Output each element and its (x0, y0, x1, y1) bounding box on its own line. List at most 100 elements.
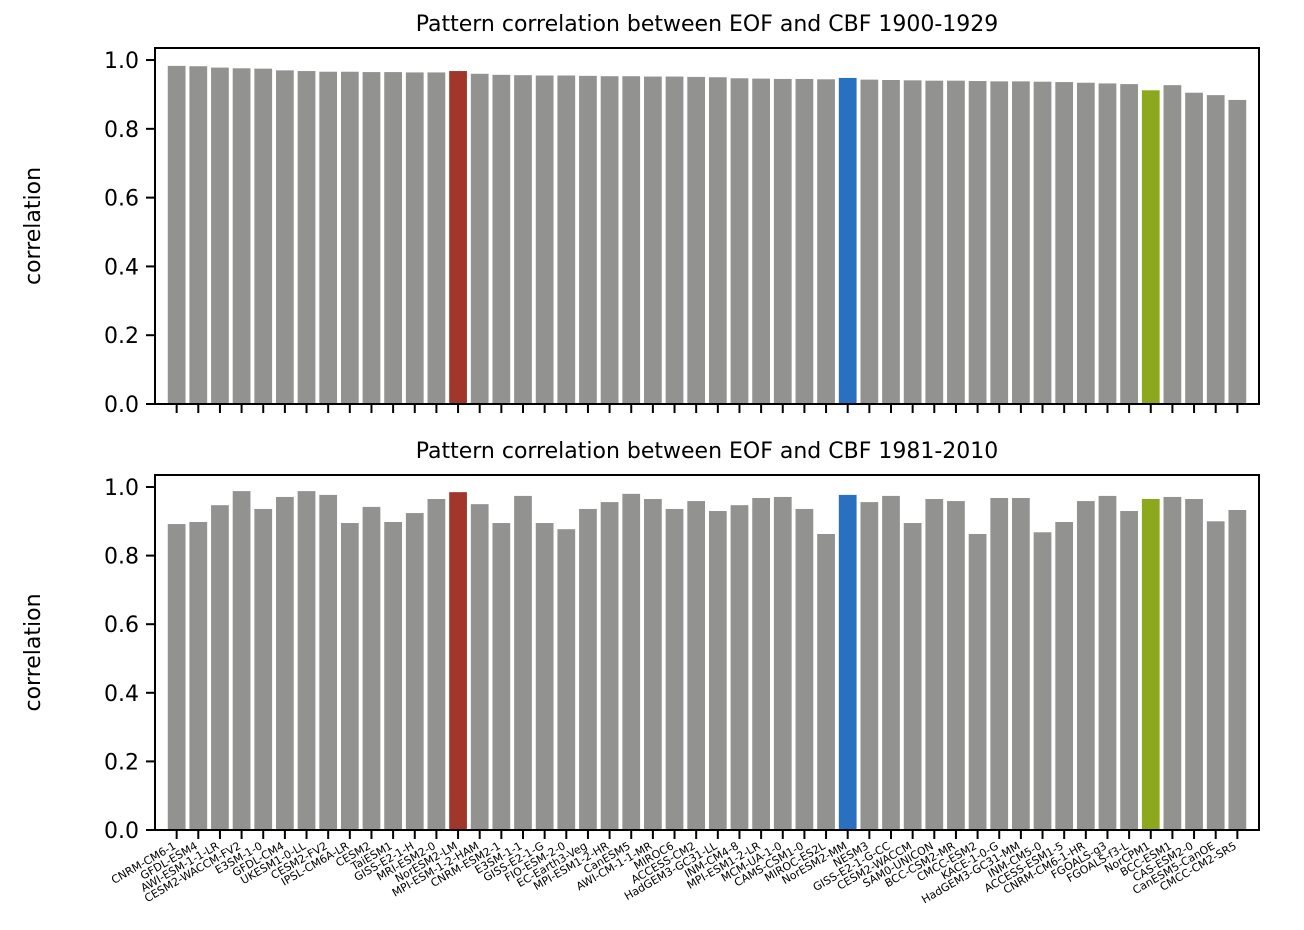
bar (968, 81, 987, 404)
bar (1228, 99, 1247, 404)
y-axis-label: correlation (21, 593, 46, 711)
bar (687, 501, 706, 830)
bar (1098, 495, 1117, 830)
bar (535, 75, 554, 404)
bar (297, 491, 316, 830)
bar (752, 78, 770, 405)
y-tick-label: 0.8 (104, 118, 139, 143)
bar (579, 508, 597, 830)
bar (600, 502, 619, 830)
bar (449, 492, 467, 830)
bar (622, 76, 641, 404)
bar (947, 80, 965, 404)
bar (730, 78, 749, 404)
bar (557, 529, 576, 830)
bar (276, 496, 294, 830)
bar (1012, 497, 1030, 830)
bar (427, 499, 446, 830)
bar (773, 78, 792, 405)
bar (817, 533, 835, 830)
bar (925, 499, 944, 830)
y-tick-label: 0.6 (104, 187, 139, 212)
y-tick-label: 0.2 (104, 324, 139, 349)
bar (167, 524, 186, 830)
bar (1228, 509, 1247, 830)
axes-frame (154, 47, 1260, 405)
y-tick-label: 1.0 (104, 476, 139, 501)
bar (1120, 84, 1138, 405)
bar (514, 75, 532, 404)
bar (1076, 82, 1095, 404)
bar (514, 495, 532, 830)
bar (1185, 92, 1203, 405)
bar (167, 65, 186, 405)
bar (211, 67, 229, 404)
bar (903, 80, 922, 404)
bar (254, 68, 273, 404)
bar (1163, 496, 1182, 830)
bar (838, 77, 857, 405)
bar (1141, 90, 1160, 404)
axes-frame (154, 474, 1260, 831)
bar (384, 72, 402, 404)
bar (232, 491, 251, 830)
bar (535, 523, 554, 830)
bar (882, 79, 900, 404)
bar (189, 521, 208, 830)
bar (925, 80, 944, 404)
bar (340, 71, 359, 404)
y-tick-label: 0.8 (104, 545, 139, 570)
y-tick-label: 0.4 (104, 682, 139, 707)
bar (860, 502, 879, 830)
bar (492, 74, 511, 405)
bar (795, 78, 814, 405)
bar (297, 71, 316, 404)
y-tick-label: 0.4 (104, 255, 139, 280)
bar (665, 508, 684, 830)
bar (449, 71, 467, 404)
bar (795, 508, 814, 830)
chart-title: Pattern correlation between EOF and CBF … (416, 439, 999, 464)
bar (470, 73, 489, 404)
bar (1012, 81, 1030, 404)
bar (687, 76, 706, 404)
bar (189, 66, 208, 404)
bar (968, 533, 987, 830)
bar (362, 506, 381, 830)
bar (384, 521, 402, 830)
y-tick-label: 0.2 (104, 750, 139, 775)
bar (405, 513, 424, 830)
bar (1185, 499, 1203, 830)
bar (557, 75, 576, 404)
bar (1033, 532, 1052, 830)
bar (1163, 85, 1182, 404)
bar (817, 79, 835, 405)
bar (860, 79, 879, 405)
bar (1141, 499, 1160, 830)
bar (730, 505, 749, 830)
bar (622, 493, 641, 830)
bar (1055, 521, 1074, 830)
bar (990, 81, 1009, 404)
y-tick-label: 0.6 (104, 613, 139, 638)
bar (708, 77, 727, 404)
bar (882, 495, 900, 830)
y-tick-label: 0.0 (104, 393, 139, 418)
bar (405, 72, 424, 404)
y-tick-label: 0.0 (104, 819, 139, 844)
bar (362, 72, 381, 404)
bar (1076, 501, 1095, 830)
bar (644, 499, 662, 830)
bar (1120, 511, 1138, 830)
bar (773, 496, 792, 830)
y-axis-label: correlation (21, 167, 46, 285)
bar (579, 75, 597, 404)
bar (903, 523, 922, 830)
bar (1206, 521, 1225, 830)
bar (600, 76, 619, 404)
bar (990, 497, 1009, 830)
bar (492, 523, 511, 830)
y-tick-label: 1.0 (104, 49, 139, 74)
